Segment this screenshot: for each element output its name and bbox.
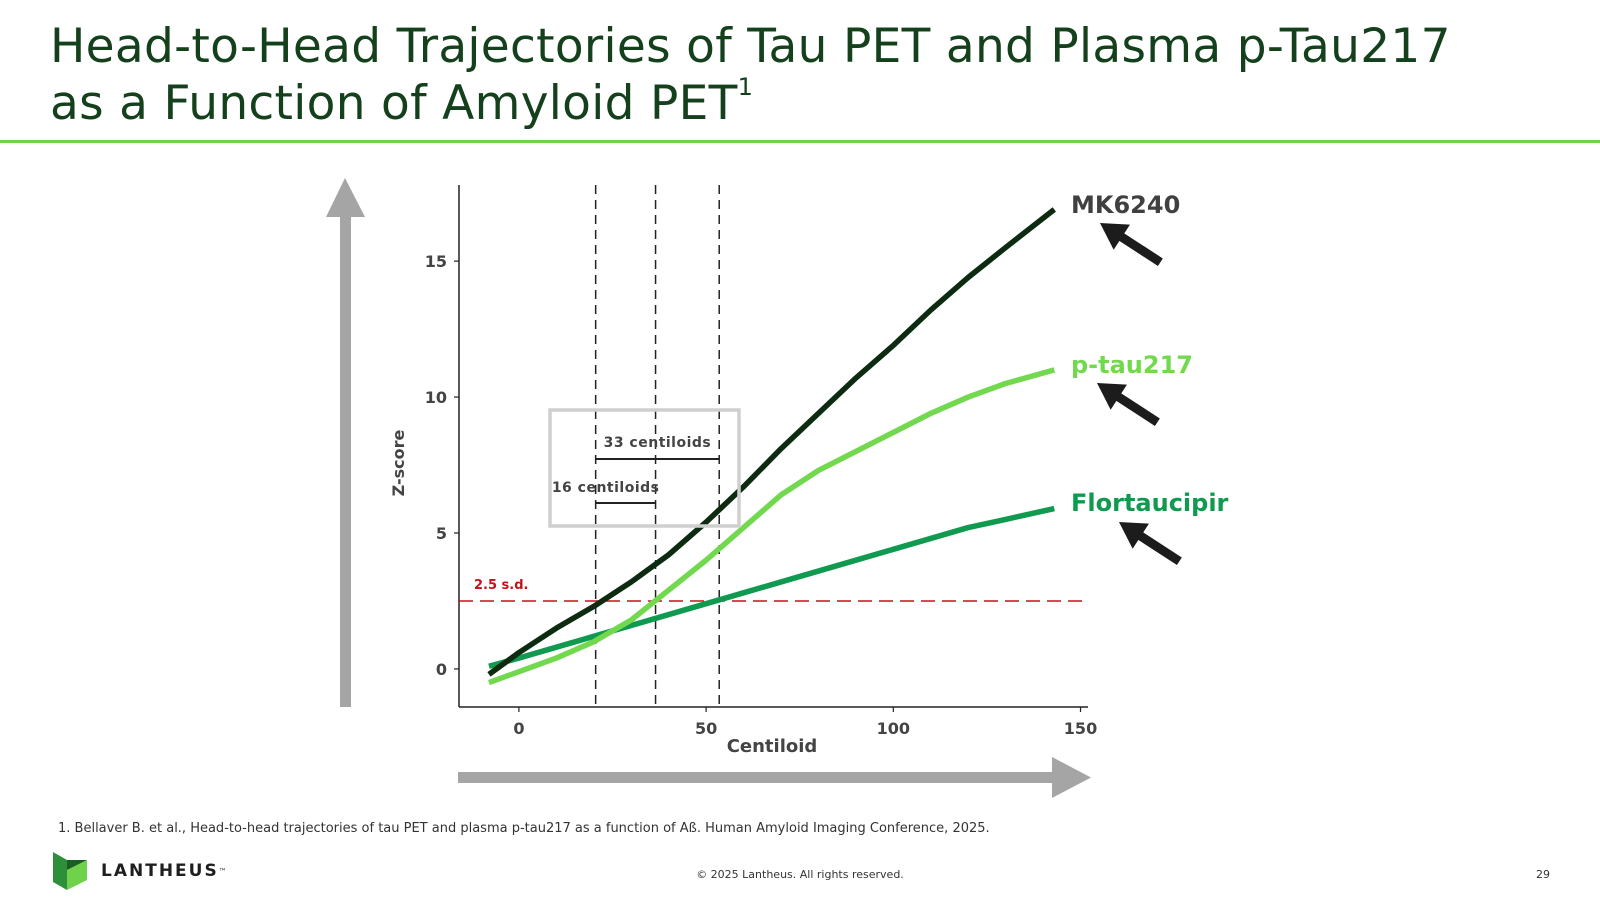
x-tick-label: 100: [877, 719, 910, 738]
series-line-mk6240: [487, 207, 1056, 677]
x-tick-label: 150: [1064, 719, 1097, 738]
bracket-box: [548, 408, 741, 528]
pointer-arrow-icon: [1119, 522, 1182, 565]
pointer-arrow-icon: [1097, 383, 1160, 426]
y-axis-label: Z-score: [389, 430, 408, 497]
lantheus-logo: LANTHEUS ™: [53, 852, 227, 890]
series-label-ptau217: p-tau217: [1071, 351, 1193, 379]
page-number: 29: [1536, 868, 1550, 881]
y-tick-label: 15: [425, 252, 447, 271]
lantheus-logo-text: LANTHEUS: [101, 861, 219, 881]
series-line-flortaucipir: [488, 505, 1055, 669]
plot-area: 0 50 100 150 0 5 10 15 2.5 s.d. 33 centiloids 16 c…: [425, 185, 1097, 738]
title-line-1: Head-to-Head Trajectories of Tau PET and…: [50, 19, 1451, 74]
logo-trademark: ™: [218, 866, 227, 876]
copyright: © 2025 Lantheus. All rights reserved.: [696, 868, 904, 881]
x-tick-label: 50: [695, 719, 717, 738]
threshold-label: 2.5 s.d.: [474, 578, 528, 593]
y-tick-label: 5: [436, 524, 447, 543]
x-tick-label: 0: [513, 719, 524, 738]
title-line-2-text: as a Function of Amyloid PET: [50, 76, 738, 131]
title-superscript: 1: [737, 73, 754, 101]
lantheus-logo-icon: [53, 852, 87, 890]
y-tick-label: 0: [436, 660, 447, 679]
footnote: 1. Bellaver B. et al., Head-to-head traj…: [58, 821, 990, 836]
bracket-label: 16 centiloids: [552, 480, 660, 496]
pointer-arrow-icon: [1100, 223, 1163, 266]
right-arrow-icon: [458, 757, 1091, 798]
bracket-label: 33 centiloids: [604, 435, 712, 451]
series-label-mk6240: MK6240: [1071, 191, 1180, 219]
title-rule: [0, 140, 1600, 143]
y-tick-label: 10: [425, 388, 447, 407]
up-arrow-icon: [326, 178, 365, 707]
slide-title: Head-to-Head Trajectories of Tau PET and…: [50, 18, 1451, 132]
x-axis-label: Centiloid: [727, 736, 818, 757]
title-line-2: as a Function of Amyloid PET1: [50, 75, 1451, 132]
series-label-flortaucipir: Flortaucipir: [1071, 489, 1229, 517]
series-line-ptau217: [488, 367, 1056, 686]
